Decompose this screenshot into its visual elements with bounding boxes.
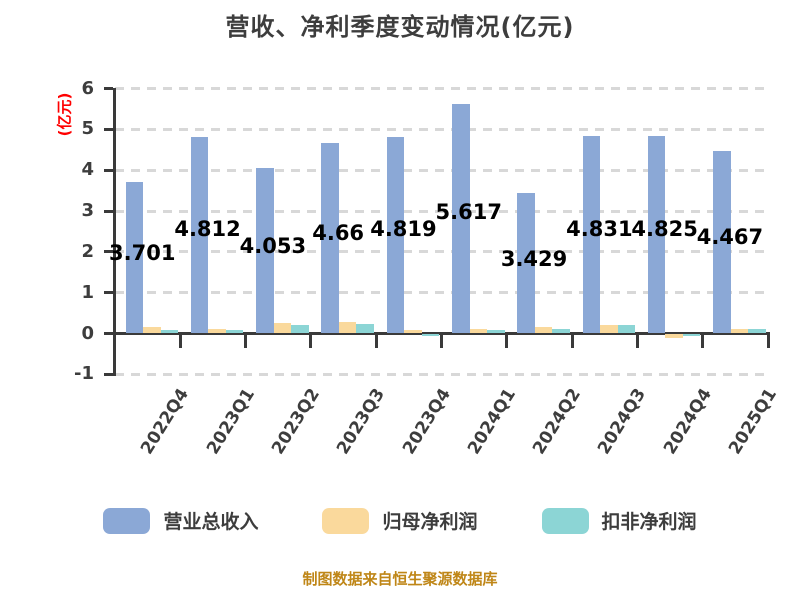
bar-营业总收入-2024Q4 — [647, 136, 666, 334]
bar-营业总收入-2024Q1 — [452, 104, 470, 334]
bar-扣非净利润-2024Q4 — [682, 333, 701, 336]
gridline-y-1 — [115, 372, 768, 376]
y-tickmark--1 — [104, 372, 113, 376]
x-tickmark-5 — [440, 333, 443, 348]
bar-营业总收入-2023Q4 — [386, 136, 405, 334]
bar-扣非净利润-2024Q1 — [487, 330, 505, 334]
gridline-y2 — [115, 250, 768, 254]
y-axis-line — [113, 87, 116, 377]
y-tickmark-4 — [104, 168, 113, 172]
data-source-note: 制图数据来自恒生聚源数据库 — [302, 570, 498, 588]
y-tickmark-6 — [104, 87, 113, 91]
bar-扣非净利润-2023Q3 — [356, 323, 374, 334]
chart-title: 营收、净利季度变动情况(亿元) — [225, 13, 575, 41]
legend-label: 营业总收入 — [163, 511, 259, 533]
gridline-y5 — [115, 127, 768, 131]
bar-归母净利润-2024Q1 — [469, 329, 487, 334]
bar-归母净利润-2023Q1 — [208, 329, 226, 334]
y-tickmark-2 — [104, 250, 113, 254]
y-tickmark-5 — [104, 127, 113, 131]
x-tickmark-2 — [244, 333, 248, 348]
bar-扣非净利润-2023Q4 — [421, 333, 440, 336]
bar-归母净利润-2023Q4 — [404, 329, 422, 334]
x-tickmark-1 — [178, 333, 182, 348]
legend-swatch — [541, 507, 589, 534]
legend: 营业总收入 归母净利润 扣非净利润 — [0, 507, 800, 534]
legend-label: 扣非净利润 — [601, 511, 697, 533]
bar-归母净利润-2022Q4 — [143, 326, 161, 334]
legend-swatch — [322, 507, 370, 534]
bar-归母净利润-2024Q4 — [665, 333, 683, 338]
y-tick-label-0: 0 — [81, 322, 94, 344]
x-tickmark-7 — [570, 333, 574, 348]
bar-营业总收入-2022Q4 — [125, 182, 143, 334]
bar-营业总收入-2025Q1 — [713, 151, 731, 334]
y-tickmark-3 — [104, 209, 113, 213]
bar-营业总收入-2024Q3 — [582, 136, 601, 334]
x-tick-label: 2024Q3 — [594, 385, 651, 459]
x-tick-label: 2023Q4 — [398, 385, 455, 459]
bar-value-label: 5.617 — [435, 199, 502, 224]
y-tick-label-2: 2 — [81, 240, 94, 262]
x-tick-label: 2023Q1 — [202, 385, 259, 459]
x-tick-label: 2024Q2 — [529, 385, 586, 459]
legend-item-扣非净利润[interactable]: 扣非净利润 — [541, 507, 697, 534]
y-tick-label--1: -1 — [74, 363, 94, 385]
bar-value-label: 4.467 — [696, 224, 764, 249]
gridline-y6 — [115, 87, 768, 91]
bar-扣非净利润-2025Q1 — [748, 329, 766, 334]
legend-swatch — [103, 507, 151, 534]
x-tickmark-8 — [635, 333, 639, 348]
bar-营业总收入-2024Q2 — [517, 193, 535, 334]
y-tick-label-4: 4 — [81, 159, 94, 181]
y-tickmark-0 — [104, 332, 113, 335]
y-tick-label-3: 3 — [81, 200, 94, 221]
gridline-y1 — [115, 291, 768, 295]
bar-value-label: 4.812 — [174, 217, 241, 242]
bar-扣非净利润-2022Q4 — [160, 329, 178, 334]
bar-value-label: 4.819 — [370, 217, 437, 242]
x-tickmark-10 — [766, 333, 770, 348]
legend-item-归母净利润[interactable]: 归母净利润 — [322, 507, 478, 534]
bar-归母净利润-2024Q2 — [534, 326, 553, 334]
y-tickmark-1 — [104, 291, 113, 295]
x-tickmark-3 — [309, 333, 313, 348]
bar-value-label: 3.429 — [500, 247, 568, 272]
bar-归母净利润-2024Q3 — [600, 325, 618, 334]
bar-归母净利润-2025Q1 — [730, 328, 749, 334]
legend-label: 归母净利润 — [382, 511, 478, 533]
y-tick-label-1: 1 — [81, 281, 94, 303]
x-tick-label: 2023Q3 — [333, 385, 390, 459]
legend-item-营业总收入[interactable]: 营业总收入 — [103, 507, 258, 534]
bar-value-label: 4.66 — [312, 220, 365, 245]
bar-value-label: 4.825 — [631, 217, 698, 242]
bar-扣非净利润-2024Q3 — [617, 324, 636, 334]
x-tick-label: 2024Q1 — [463, 385, 520, 459]
x-tickmark-9 — [701, 333, 705, 348]
gridline-y3 — [115, 209, 768, 213]
bar-扣非净利润-2023Q1 — [225, 330, 244, 334]
bar-营业总收入-2023Q2 — [256, 168, 274, 334]
bar-营业总收入-2023Q1 — [190, 137, 209, 334]
x-tick-label: 2023Q2 — [267, 385, 324, 459]
bar-扣非净利润-2024Q2 — [552, 328, 570, 334]
bar-归母净利润-2023Q3 — [338, 322, 357, 334]
x-tick-label: 2024Q4 — [659, 385, 716, 459]
y-tick-label-5: 5 — [81, 118, 94, 140]
bar-value-label: 4.053 — [239, 233, 307, 258]
gridline-y4 — [115, 168, 768, 172]
x-tick-label: 2022Q4 — [137, 385, 194, 459]
bar-value-label: 4.831 — [566, 216, 633, 241]
x-tick-label: 2025Q1 — [724, 385, 781, 459]
y-tick-label-6: 6 — [81, 77, 94, 99]
bar-value-label: 3.701 — [109, 241, 176, 266]
bar-归母净利润-2023Q2 — [273, 323, 292, 334]
bar-扣非净利润-2023Q2 — [291, 325, 309, 334]
x-tickmark-4 — [374, 333, 378, 348]
bar-营业总收入-2023Q3 — [321, 143, 339, 334]
x-tickmark-6 — [505, 333, 509, 348]
